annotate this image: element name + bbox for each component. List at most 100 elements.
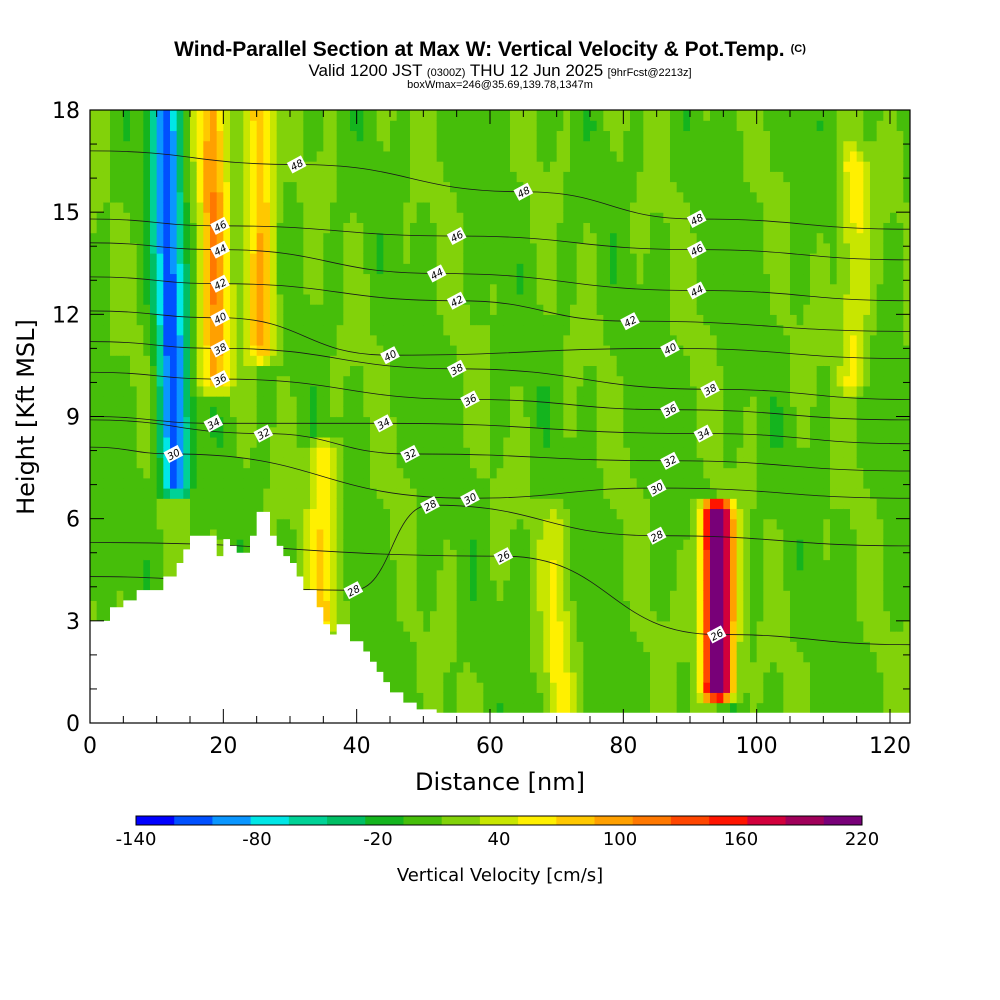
velocity-cell [423,477,431,489]
velocity-cell [390,232,398,244]
velocity-cell [543,396,551,407]
velocity-cell [603,171,611,183]
velocity-cell [276,161,284,172]
velocity-cell [316,498,324,510]
velocity-cell [563,702,571,714]
velocity-cell [203,385,211,397]
velocity-cell [336,457,344,469]
velocity-cell [490,426,498,438]
velocity-cell [270,416,278,428]
velocity-cell [550,263,558,275]
velocity-cell [216,334,224,346]
velocity-cell [610,610,618,622]
velocity-cell [483,569,491,581]
velocity-cell [443,181,451,193]
velocity-cell [596,273,604,285]
velocity-cell [196,498,204,510]
velocity-cell [556,242,564,254]
velocity-cell [543,661,551,673]
velocity-cell [416,181,424,193]
velocity-cell [316,253,324,264]
velocity-cell [256,232,264,244]
velocity-cell [170,161,178,172]
velocity-cell [176,375,184,387]
velocity-cell [543,682,551,693]
velocity-cell [363,110,371,121]
velocity-cell [603,324,611,336]
velocity-cell [416,600,424,612]
velocity-cell [476,518,484,530]
velocity-cell [543,549,551,561]
velocity-cell [490,641,498,653]
velocity-cell [190,191,198,203]
velocity-cell [270,181,278,193]
velocity-cell [503,610,511,622]
velocity-cell [356,161,364,172]
velocity-cell [456,508,464,520]
velocity-cell [90,488,98,499]
velocity-cell [96,549,104,561]
velocity-cell [136,528,144,540]
velocity-cell [330,477,338,489]
velocity-cell [216,110,224,121]
velocity-cell [336,600,344,612]
velocity-cell [530,120,538,132]
velocity-cell [383,610,391,622]
velocity-cell [250,161,258,172]
velocity-cell [263,110,271,121]
velocity-cell [150,232,158,244]
velocity-cell [530,314,538,326]
velocity-cell [350,130,358,142]
velocity-cell [483,590,491,601]
velocity-cell [143,396,151,407]
velocity-cell [96,212,104,223]
velocity-cell [350,110,358,121]
velocity-cell [330,344,338,356]
velocity-cell [396,539,404,550]
velocity-cell [636,549,644,561]
velocity-cell [183,253,191,264]
velocity-cell [596,498,604,510]
velocity-cell [430,304,438,315]
velocity-cell [90,130,98,142]
velocity-cell [383,467,391,479]
velocity-cell [470,467,478,479]
velocity-cell [490,273,498,285]
velocity-cell [176,467,184,479]
velocity-cell [330,201,338,213]
velocity-cell [323,181,331,193]
velocity-cell [503,488,511,499]
velocity-cell [523,702,531,714]
velocity-cell [223,201,231,213]
velocity-cell [570,682,578,693]
velocity-cell [476,375,484,387]
velocity-cell [563,447,571,458]
velocity-cell [623,457,631,469]
velocity-cell [430,120,438,132]
velocity-cell [156,344,164,356]
velocity-cell [523,569,531,581]
velocity-cell [143,130,151,142]
velocity-cell [430,375,438,387]
velocity-cell [96,242,104,254]
velocity-cell [283,365,291,377]
velocity-cell [336,110,344,121]
velocity-cell [196,355,204,367]
velocity-cell [270,140,278,152]
velocity-cell [423,222,431,234]
velocity-cell [263,385,271,397]
velocity-cell [630,549,638,561]
velocity-cell [316,549,324,561]
velocity-cell [450,334,458,346]
velocity-cell [536,518,544,530]
velocity-cell [256,488,264,499]
velocity-cell [390,212,398,223]
velocity-cell [556,631,564,642]
velocity-cell [383,488,391,499]
velocity-cell [576,518,584,530]
velocity-cell [503,344,511,356]
velocity-cell [143,181,151,193]
velocity-cell [163,488,171,499]
velocity-cell [363,467,371,479]
velocity-cell [263,365,271,377]
